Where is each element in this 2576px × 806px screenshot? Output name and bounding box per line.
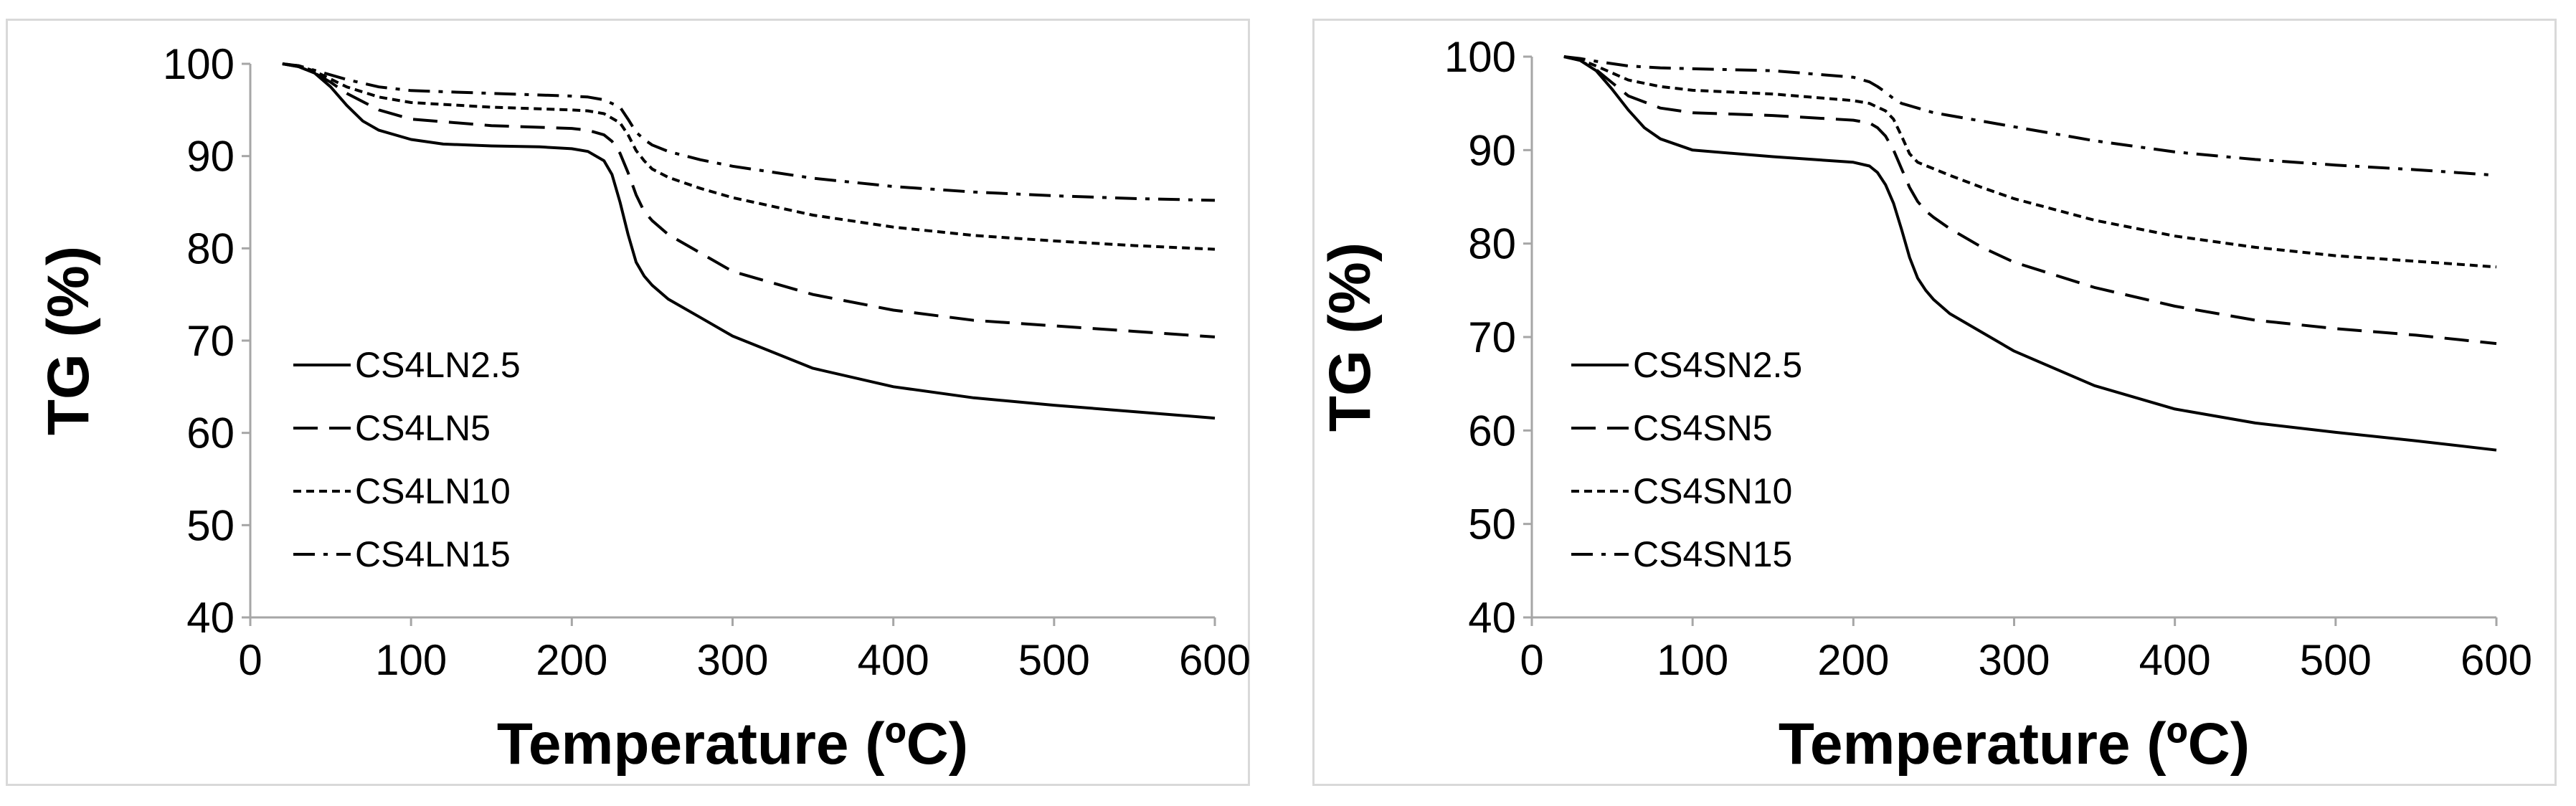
legend-label: CS4SN2.5 xyxy=(1633,345,1802,385)
y-tick-label: 100 xyxy=(163,40,235,88)
x-tick-label: 300 xyxy=(696,636,768,684)
series-line-cs4sn10 xyxy=(1563,55,2497,269)
y-tick-label: 50 xyxy=(186,501,235,549)
legend-label: CS4SN5 xyxy=(1633,408,1773,448)
y-tick-label: 40 xyxy=(1468,594,1516,642)
x-tick-label: 0 xyxy=(1520,636,1543,684)
legend-label: CS4LN5 xyxy=(355,408,491,448)
series-line-cs4sn2-5 xyxy=(1563,55,2497,452)
y-tick-label: 50 xyxy=(1468,501,1516,549)
y-tick-label: 90 xyxy=(186,133,235,181)
x-tick-label: 400 xyxy=(858,636,929,684)
series-line-cs4sn5 xyxy=(1563,55,2497,346)
x-tick-label: 0 xyxy=(238,636,262,684)
y-tick-label: 100 xyxy=(1444,33,1516,81)
series-line-cs4sn15 xyxy=(1563,55,2497,177)
y-axis-title: TG (%) xyxy=(1317,242,1383,432)
series-line-cs4ln2-5 xyxy=(282,62,1216,420)
series-line-cs4ln10 xyxy=(282,62,1216,251)
y-tick-label: 80 xyxy=(1468,220,1516,268)
x-tick-label: 400 xyxy=(2139,636,2211,684)
y-tick-label: 60 xyxy=(1468,407,1516,455)
x-axis-title: Temperature (ºC) xyxy=(497,711,968,777)
legend-label: CS4LN15 xyxy=(355,534,511,574)
chart-panel-left: 0 100 200 300 400 500 600 40 50 60 70 80 90 100 Temper… xyxy=(6,19,1251,786)
y-tick-label: 80 xyxy=(186,224,235,272)
tg-chart-left: 0 100 200 300 400 500 600 40 50 60 70 80 90 100 Temper… xyxy=(36,40,1251,777)
y-axis-title: TG (%) xyxy=(36,246,101,435)
series-line-cs4ln15 xyxy=(282,62,1216,202)
x-tick-label: 300 xyxy=(1978,636,2050,684)
x-tick-label: 500 xyxy=(2300,636,2372,684)
x-tick-label: 600 xyxy=(2461,636,2532,684)
y-tick-label: 70 xyxy=(186,317,235,365)
x-tick-label: 600 xyxy=(1179,636,1251,684)
y-tick-label: 70 xyxy=(1468,313,1516,361)
legend-label: CS4SN10 xyxy=(1633,471,1792,511)
y-tick-label: 90 xyxy=(1468,126,1516,174)
x-tick-label: 100 xyxy=(1657,636,1728,684)
tg-chart-right: 0 100 200 300 400 500 600 40 50 60 70 80 90 100 Temper… xyxy=(1317,33,2532,777)
x-tick-label: 200 xyxy=(536,636,607,684)
x-tick-label: 100 xyxy=(375,636,447,684)
x-tick-label: 200 xyxy=(1817,636,1889,684)
series-line-cs4ln5 xyxy=(282,62,1216,338)
legend-label: CS4LN10 xyxy=(355,471,511,511)
x-axis-title: Temperature (ºC) xyxy=(1779,711,2250,777)
legend-label: CS4SN15 xyxy=(1633,534,1792,574)
chart-panel-right: 0 100 200 300 400 500 600 40 50 60 70 80 90 100 Temper… xyxy=(1312,19,2557,786)
x-tick-label: 500 xyxy=(1018,636,1090,684)
legend-label: CS4LN2.5 xyxy=(355,345,521,385)
y-tick-label: 40 xyxy=(186,594,235,642)
y-tick-label: 60 xyxy=(186,409,235,457)
